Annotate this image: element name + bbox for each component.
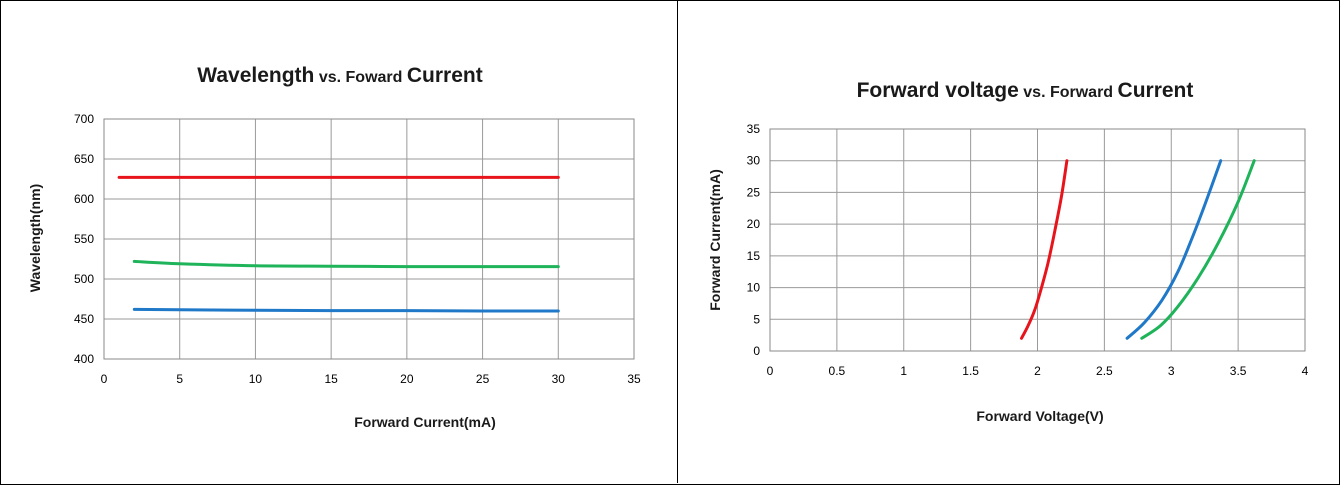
chart1-x-tick-label: 35 (627, 372, 641, 386)
chart2-x-tick-label: 3 (1168, 364, 1175, 378)
chart1-x-axis-label: Forward Current(mA) (354, 414, 496, 430)
chart2-y-tick-label: 35 (747, 122, 761, 136)
chart2-x-tick-label: 2 (1034, 364, 1041, 378)
chart1-x-tick-label: 20 (400, 372, 414, 386)
chart2-y-tick-label: 25 (747, 185, 761, 199)
chart2-y-tick-label: 0 (753, 344, 760, 358)
chart1-plot-border (103, 118, 635, 360)
chart2-x-axis-label: Forward Voltage(V) (976, 408, 1103, 424)
chart1-y-axis-label: Wavelength(nm) (27, 184, 43, 292)
chart2-y-tick-label: 20 (747, 217, 761, 231)
chart2-y-tick-label: 10 (747, 281, 761, 295)
panel-divider (677, 0, 678, 483)
chart1-x-tick-label: 30 (552, 372, 566, 386)
chart2-title: Forward voltage vs. Forward Current (857, 79, 1194, 102)
chart2-y-tick-label: 30 (747, 154, 761, 168)
chart1-series-1-line (132, 259, 560, 269)
chart2-x-tick-label: 1 (900, 364, 907, 378)
chart2-y-tick-label: 15 (747, 249, 761, 263)
chart2-series-0-line (1020, 159, 1069, 340)
chart2-x-tick-label: 0.5 (829, 364, 846, 378)
chart1-x-tick-label: 5 (176, 372, 183, 386)
chart2-x-tick-label: 1.5 (962, 364, 979, 378)
chart2-series-1-line (1125, 159, 1223, 340)
chart1-y-tick-label: 400 (74, 352, 94, 366)
chart1-x-tick-label: 0 (101, 372, 108, 386)
chart1-y-tick-label: 600 (74, 192, 94, 206)
chart1-y-tick-label: 650 (74, 152, 94, 166)
chart1-x-tick-label: 25 (476, 372, 490, 386)
chart1-y-tick-label: 700 (74, 112, 94, 126)
chart2-plot-area: 0 0.5 1 1.5 2 2.5 3 3.5 4 0 5 10 15 20 25 30 35 (747, 122, 1309, 378)
chart1-y-tick-label: 500 (74, 272, 94, 286)
chart1-y-tick-label: 550 (74, 232, 94, 246)
chart2-x-tick-label: 0 (767, 364, 774, 378)
chart1-x-tick-label: 10 (249, 372, 263, 386)
chart2-x-tick-label: 3.5 (1230, 364, 1247, 378)
chart2-series-2-line (1140, 159, 1256, 340)
chart1-title: Wavelength vs. Foward Current (197, 64, 482, 87)
chart2-plot-border (769, 128, 1306, 352)
chart1-x-tick-label: 15 (324, 372, 338, 386)
chart1-series-2-line (132, 307, 560, 313)
chart1-y-tick-label: 450 (74, 312, 94, 326)
chart2-x-tick-label: 4 (1302, 364, 1309, 378)
chart2-y-axis-label: Forward Current(mA) (707, 169, 723, 311)
chart2-x-tick-label: 2.5 (1096, 364, 1113, 378)
chart1-plot-area: 0 5 10 15 20 25 30 35 400 450 500 550 600 650 700 (74, 112, 641, 386)
chart2-y-tick-label: 5 (753, 312, 760, 326)
